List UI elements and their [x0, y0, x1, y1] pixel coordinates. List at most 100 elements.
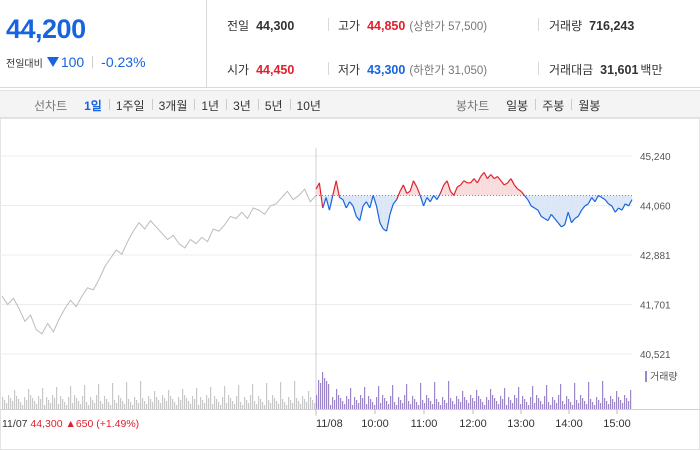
volume-bar: [422, 400, 424, 409]
tab-3months[interactable]: 3개월: [151, 97, 195, 114]
volume-bar: [272, 395, 274, 409]
volume-bar: [554, 400, 556, 409]
x-tick-label: 10:00: [361, 418, 389, 430]
volume-bar: [570, 402, 572, 409]
today-price-segment-down: [426, 197, 431, 203]
price-box: 44,200 전일대비 100 -0.23%: [0, 0, 207, 88]
volume-bar: [206, 395, 208, 409]
volume-bar: [204, 403, 206, 409]
volume-bar: [588, 382, 590, 409]
volume-bar: [416, 402, 418, 409]
volume-bar: [506, 405, 508, 409]
volume-bar: [28, 389, 30, 409]
today-price-segment-down: [433, 195, 438, 201]
area-below-baseline: [615, 195, 619, 213]
volume-bar: [342, 401, 344, 409]
volume-bar: [322, 372, 324, 409]
volume-bar: [76, 398, 78, 409]
today-price-segment-up: [510, 178, 515, 186]
area-below-baseline: [386, 195, 390, 232]
volume-bar: [2, 397, 4, 409]
stat-value: 31,601: [600, 63, 639, 77]
today-price-segment-up: [449, 190, 455, 196]
tab-3years[interactable]: 3년: [226, 97, 258, 114]
volume-bar: [220, 405, 222, 409]
volume-bar: [274, 398, 276, 409]
volume-bar: [50, 403, 52, 409]
tab-1week[interactable]: 1주일: [108, 97, 152, 114]
area-above-baseline: [316, 182, 320, 196]
tab-1year[interactable]: 1년: [194, 97, 226, 114]
stat-label: 고가: [338, 19, 361, 33]
area-below-baseline: [605, 195, 609, 204]
stat-value: 43,300: [367, 63, 406, 77]
today-price-segment-down: [571, 218, 576, 224]
volume-bar: [596, 397, 598, 409]
today-price-segment-up: [456, 184, 461, 188]
prev-day-date: 11/07: [2, 418, 30, 430]
tab-daily-candle[interactable]: 일봉: [506, 98, 529, 113]
area-below-baseline: [547, 195, 552, 221]
volume-bar: [594, 405, 596, 409]
volume-legend-swatch: [645, 371, 647, 382]
volume-bar: [580, 395, 582, 409]
volume-bar: [30, 395, 32, 409]
change-label: 전일대비: [6, 58, 43, 70]
tab-1day[interactable]: 1일: [84, 98, 102, 113]
today-price-segment-up: [439, 184, 445, 194]
today-price-segment-up: [315, 182, 320, 190]
volume-bar: [112, 383, 114, 409]
today-price-segment-down: [375, 205, 381, 223]
area-above-baseline: [450, 191, 454, 196]
prev-day-close-change: 44,300 ▲650 (+1.49%): [30, 418, 139, 430]
volume-bar: [552, 397, 554, 409]
stat-divider: [538, 18, 539, 31]
volume-bar: [90, 397, 92, 409]
tab-5years[interactable]: 5년: [257, 97, 290, 114]
today-price-segment-down: [550, 213, 556, 219]
volume-bar: [280, 382, 282, 409]
area-below-baseline: [561, 195, 565, 227]
tab-monthly-candle[interactable]: 월봉: [571, 97, 607, 114]
area-below-baseline: [393, 195, 397, 204]
stat-low: 저가 43,300 (하한가 31,050): [338, 61, 487, 78]
volume-bar: [450, 398, 452, 409]
today-price-segment-down: [436, 193, 441, 200]
tab-10years[interactable]: 10년: [289, 97, 328, 114]
volume-bar: [338, 395, 340, 409]
volume-bar: [156, 397, 158, 409]
volume-bar: [456, 396, 458, 409]
volume-bar: [430, 401, 432, 409]
volume-bar: [108, 402, 110, 409]
today-price-segment-up: [460, 180, 465, 186]
today-price-segment-down: [530, 205, 535, 209]
volume-bar: [558, 395, 560, 409]
today-price-segment-up: [500, 180, 505, 186]
tab-weekly-candle[interactable]: 주봉: [535, 97, 571, 114]
candle-chart-title: 봉차트: [456, 98, 490, 113]
volume-bar: [228, 395, 230, 409]
volume-bar: [444, 400, 446, 409]
area-below-baseline: [383, 195, 387, 232]
x-tick-label: 13:00: [507, 418, 535, 430]
price-chart[interactable]: 45,240 44,060 42,881 41,701 40,521 거래량 11/08 10…: [0, 118, 700, 450]
volume-bar: [292, 403, 294, 409]
volume-bar: [186, 398, 188, 409]
today-price-segment-up: [318, 182, 324, 209]
y-tick-label: 42,881: [640, 251, 671, 262]
area-below-baseline: [541, 195, 545, 219]
volume-bar: [192, 396, 194, 409]
volume-bar: [216, 399, 218, 409]
volume-bar: [484, 405, 486, 409]
volume-bar: [540, 401, 542, 409]
today-price-segment-down: [608, 203, 613, 207]
today-price-segment-up: [493, 176, 498, 180]
volume-bar: [88, 405, 90, 409]
volume-bar: [426, 395, 428, 409]
stat-label: 거래대금: [549, 63, 594, 77]
today-price-segment-up: [476, 176, 482, 184]
volume-bar: [250, 395, 252, 409]
volume-bar: [350, 388, 352, 409]
area-above-baseline: [487, 174, 491, 196]
